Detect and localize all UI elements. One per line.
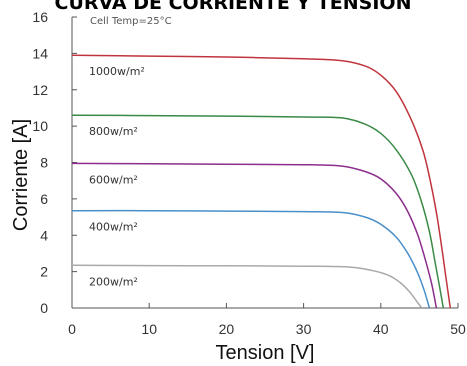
series-line bbox=[71, 54, 452, 309]
series-lines bbox=[71, 54, 452, 309]
y-tick-label: 8 bbox=[40, 155, 48, 171]
y-tick-label: 14 bbox=[32, 45, 48, 61]
x-tick-label: 20 bbox=[219, 321, 235, 337]
axes bbox=[71, 17, 458, 309]
x-tick-label: 30 bbox=[296, 321, 312, 337]
x-tick-label: 0 bbox=[68, 321, 76, 337]
series-label: 800w/m² bbox=[89, 125, 138, 138]
series-line bbox=[71, 209, 431, 309]
y-tick-label: 12 bbox=[32, 82, 48, 98]
x-axis-label: Tension [V] bbox=[216, 342, 315, 364]
series-label: 200w/m² bbox=[89, 275, 138, 288]
x-tick-label: 50 bbox=[450, 321, 466, 337]
series-label: 400w/m² bbox=[89, 221, 138, 234]
series-line bbox=[71, 264, 423, 309]
y-tick-label: 16 bbox=[32, 9, 48, 25]
y-tick-label: 2 bbox=[40, 264, 48, 280]
series-label: 600w/m² bbox=[89, 173, 138, 186]
x-ticks: 0 10 20 30 40 50 bbox=[68, 303, 466, 337]
x-tick-label: 40 bbox=[373, 321, 389, 337]
series-label: 1000w/m² bbox=[89, 65, 145, 78]
y-ticks: 0 2 4 6 8 10 12 14 16 bbox=[32, 9, 77, 316]
y-tick-label: 10 bbox=[32, 118, 48, 134]
x-tick-label: 10 bbox=[141, 321, 157, 337]
series-line bbox=[71, 114, 445, 309]
y-tick-label: 6 bbox=[40, 191, 48, 207]
y-axis-label: Corriente [A] bbox=[10, 119, 32, 231]
y-tick-label: 0 bbox=[40, 300, 48, 316]
series-labels: 1000w/m² 800w/m² 600w/m² 400w/m² 200w/m² bbox=[89, 65, 145, 288]
chart-title: CURVA DE CORRIENTE Y TENSION bbox=[55, 0, 412, 14]
y-tick-label: 4 bbox=[40, 227, 48, 243]
series-line bbox=[71, 162, 438, 309]
cell-temp-annotation: Cell Temp=25°C bbox=[90, 16, 172, 27]
